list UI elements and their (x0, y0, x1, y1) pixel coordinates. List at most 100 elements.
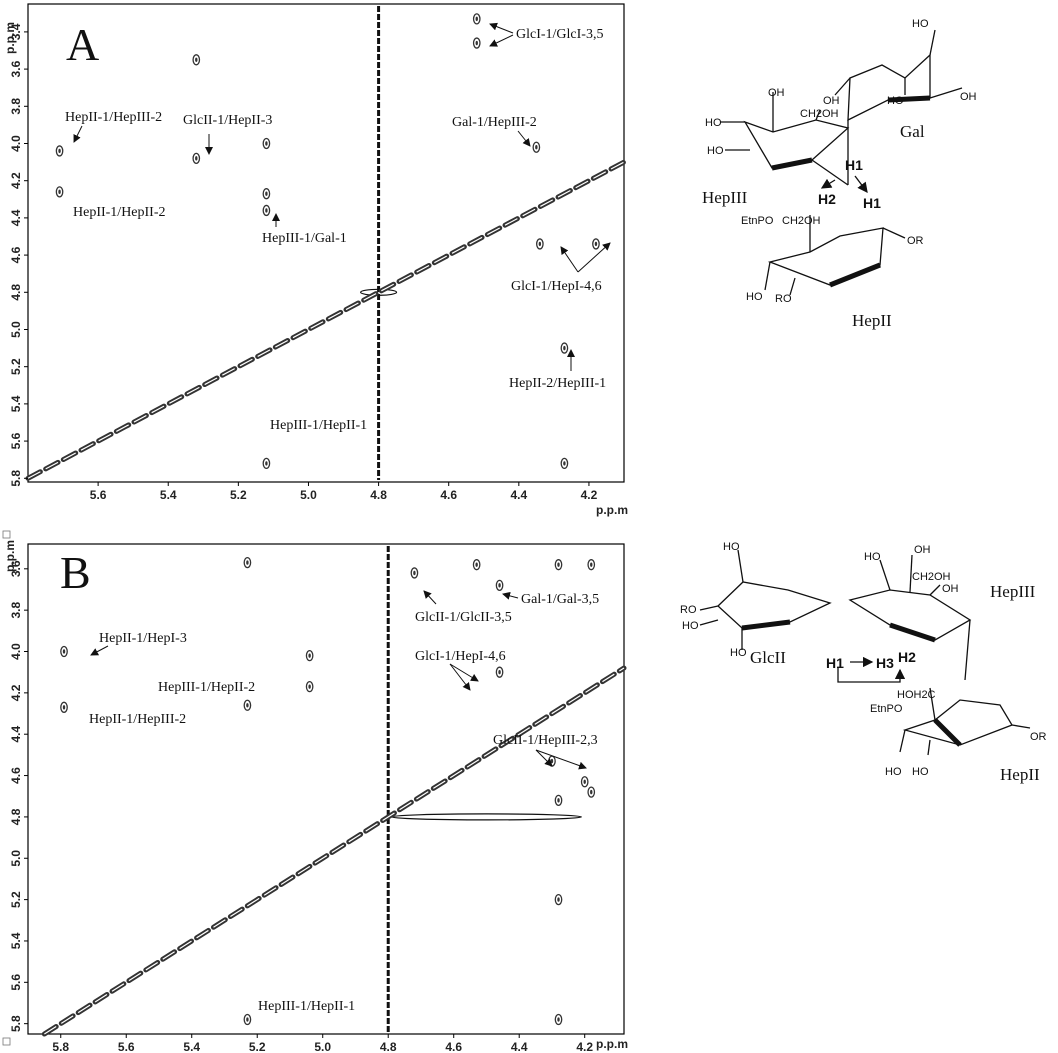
cross-peak (554, 794, 563, 807)
cross-peak-core (246, 703, 249, 708)
cross-peak-core (265, 141, 268, 146)
cross-peak (580, 776, 589, 788)
panel-a-y-label: p.p.m (3, 22, 17, 54)
annotation: Gal-1/HepIII-2 (452, 115, 537, 130)
diagonal-peaks (25, 159, 627, 481)
y-tick-label: 3.8 (9, 98, 23, 115)
x-tick-label: 4.4 (511, 1040, 528, 1053)
residue-label: HepII (1000, 765, 1040, 784)
y-tick-label: 4.2 (9, 172, 23, 189)
structure-top (720, 29, 963, 296)
proton-label: H1 (863, 195, 881, 211)
y-tick-label: 5.8 (9, 470, 23, 487)
group-label: OH (960, 91, 977, 103)
panel-b-spectrum: 3.6 3.8 4.0 4.2 4.4 4.6 4.8 5.0 5.2 5.4 5.6 5.8 5.8… (3, 540, 628, 1053)
cross-peak-core (535, 145, 538, 150)
cross-peak-core (557, 798, 560, 803)
panel-a-x-ticks: 5.6 5.4 5.2 5.0 4.8 4.6 4.4 4.2 (90, 482, 598, 502)
group-label: HO (682, 620, 699, 632)
annotation: GlcII-1/HepII-3 (183, 113, 272, 128)
cross-peak (495, 666, 504, 678)
cross-peak-core (557, 897, 560, 902)
cross-peak (532, 141, 541, 153)
y-tick-label: 5.2 (9, 891, 23, 908)
x-tick-label: 5.0 (314, 1040, 331, 1053)
panel-b-x-label: p.p.m (596, 1037, 628, 1051)
cross-peak-core (538, 241, 542, 247)
group-label: OR (907, 235, 924, 247)
x-tick-label: 4.2 (576, 1040, 593, 1053)
x-tick-label: 5.2 (249, 1040, 266, 1053)
cross-peak (587, 786, 596, 798)
residue-label: GlcII (750, 648, 786, 667)
annotation: HepII-2/HepIII-1 (509, 376, 606, 391)
cross-peak (554, 1013, 563, 1026)
structure-bottom (699, 549, 1031, 756)
y-tick-label: 4.4 (9, 209, 23, 226)
group-label: HO (887, 95, 904, 107)
residue-label: Gal (900, 122, 925, 141)
cross-peak (305, 649, 314, 662)
cross-peak (243, 699, 252, 711)
cross-peak-core (62, 649, 66, 654)
panel-a-cross-peaks (55, 13, 600, 470)
group-label: CH2OH (912, 571, 951, 583)
cross-peak (262, 457, 271, 470)
residue-label: HepIII (990, 582, 1036, 601)
cross-peak-core (413, 570, 416, 576)
panel-b-y-ticks: 3.6 3.8 4.0 4.2 4.4 4.6 4.8 5.0 5.2 5.4 5.6 5.8 (9, 560, 28, 1032)
group-label: OH (823, 95, 840, 107)
y-tick-label: 5.8 (9, 1015, 23, 1032)
residue-label: HepII (852, 311, 892, 330)
proton-label: H1 (845, 157, 863, 173)
y-tick-label: 5.6 (9, 974, 23, 991)
annotation: GlcI-1/HepI-4,6 (415, 649, 506, 664)
cross-peak-core (498, 583, 501, 588)
proton-label: H2 (818, 191, 836, 207)
corner-mark (2, 530, 11, 539)
panel-a-spectrum: 3.43.63.84.04.24.44.64.85.05.25.45.65.8 … (3, 3, 628, 517)
group-label: OH (914, 544, 931, 556)
cross-peak-core (475, 40, 478, 46)
cross-peak-core (557, 562, 560, 567)
cross-peak-core (62, 705, 66, 710)
annotation: HepIII-1/HepII-1 (270, 418, 367, 433)
cross-peak (262, 204, 271, 217)
cross-peak-core (594, 241, 598, 247)
y-tick-label: 5.0 (9, 321, 23, 338)
group-label: HO (707, 145, 724, 157)
cross-peak (472, 559, 481, 571)
x-tick-label: 4.8 (370, 488, 387, 502)
x-tick-label: 5.6 (90, 488, 107, 502)
annotation: GlcII-1/GlcII-3,5 (415, 610, 512, 625)
cross-peak (554, 559, 563, 571)
group-label: EtnPO (870, 703, 903, 715)
panel-a-letter: A (66, 19, 99, 70)
y-tick-label: 4.8 (9, 284, 23, 301)
group-label: HO (912, 766, 929, 778)
cross-peak-core (195, 57, 198, 62)
y-tick-label: 3.6 (9, 60, 23, 77)
group-label: OR (1030, 731, 1047, 743)
group-label: RO (775, 293, 792, 305)
cross-peak-core (475, 16, 478, 22)
group-label: HOH2C (897, 689, 936, 701)
solvent-band (390, 813, 583, 821)
cross-peak-core (265, 191, 268, 196)
group-label: HO (746, 291, 763, 303)
y-tick-label: 5.2 (9, 358, 23, 375)
panel-b-letter: B (60, 547, 91, 598)
cross-peak-core (195, 156, 198, 161)
panel-a-diagonal (25, 6, 627, 481)
cross-peak (192, 152, 201, 165)
panel-b-diagonal (41, 546, 627, 1037)
solvent-band (359, 288, 398, 296)
cross-peak-core (475, 562, 478, 567)
cross-peak-core (265, 461, 268, 466)
cross-peak (536, 238, 544, 250)
cross-peak-core (308, 684, 311, 689)
y-tick-label: 3.4 (9, 23, 23, 40)
cross-peak-core (557, 1017, 560, 1022)
y-tick-label: 3.6 (9, 560, 23, 577)
